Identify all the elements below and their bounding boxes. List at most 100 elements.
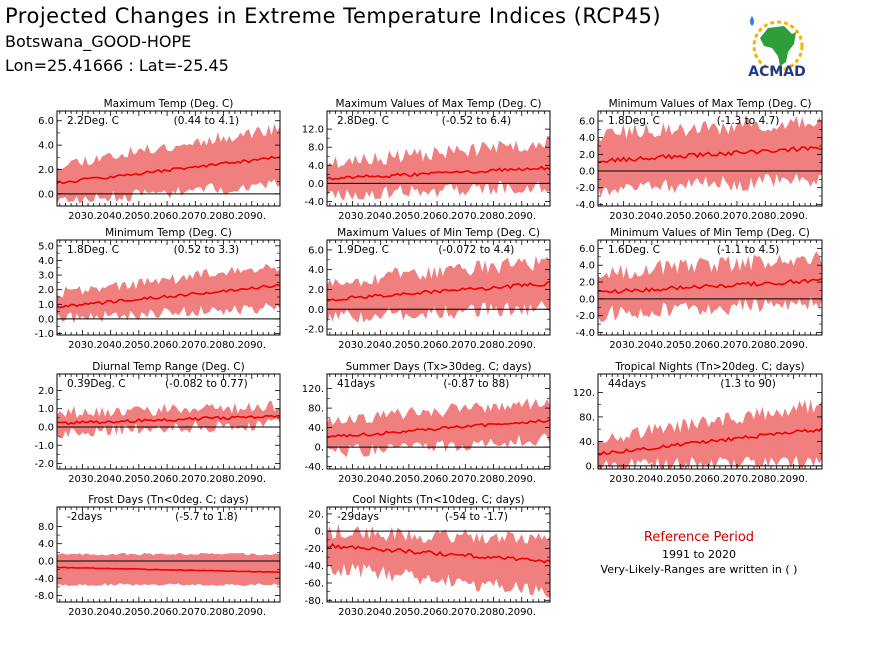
x-tick-label: 2070.: [181, 474, 210, 485]
x-tick-label: 2070.: [451, 211, 480, 222]
x-tick-label: 2050.: [395, 211, 424, 222]
y-tick-label: 0.: [314, 443, 324, 454]
y-tick-label: 8.0: [38, 522, 54, 533]
x-tick-label: 2050.: [125, 607, 154, 618]
x-tick-label: 2080.: [479, 211, 508, 222]
x-tick-label: 2090.: [507, 607, 536, 618]
x-tick-label: 2040.: [366, 474, 395, 485]
reference-period-years: 1991 to 2020: [661, 548, 737, 561]
x-tick-label: 2030.: [68, 474, 97, 485]
x-tick-label: 2090.: [779, 474, 808, 485]
x-tick-label: 2080.: [209, 607, 238, 618]
x-tick-label: 2030.: [338, 340, 367, 351]
chart-panel: 2030. 2040. 2050. 2060. 2070. 2080. 2090. 0.0 2.…: [38, 98, 281, 222]
location-name: Botswana_GOOD-HOPE: [5, 32, 192, 51]
chart-title: Diurnal Temp Range (Deg. C): [92, 361, 244, 373]
very-likely-range-band: [57, 400, 280, 439]
x-tick-label: 2080.: [209, 340, 238, 351]
y-tick-label: 0.0: [308, 179, 324, 190]
y-tick-label: -2.0: [304, 325, 324, 336]
median-line: [57, 566, 280, 574]
chart-panel: 2030. 2040. 2050. 2060. 2070. 2080. 2090. -2.0 -…: [34, 361, 281, 485]
y-tick-label: 80.: [308, 404, 324, 415]
median-line: [598, 277, 822, 294]
x-tick-label: 2030.: [609, 211, 638, 222]
y-tick-label: -4.0: [304, 197, 324, 208]
y-tick-label: -1.0: [34, 329, 54, 340]
y-tick-label: 0.0: [38, 556, 54, 567]
x-tick-label: 2090.: [507, 474, 536, 485]
very-likely-range: (0.52 to 3.3): [174, 244, 240, 256]
x-tick-label: 2040.: [638, 340, 667, 351]
median-line: [598, 145, 822, 164]
y-tick-label: 0.0: [38, 189, 54, 200]
chart-title: Summer Days (Tx>30deg. C; days): [346, 361, 532, 373]
y-tick-label: 2.0: [308, 285, 324, 296]
chart-title: Cool Nights (Tn<10deg. C; days): [352, 494, 524, 506]
x-tick-label: 2090.: [779, 340, 808, 351]
x-tick-label: 2040.: [96, 340, 125, 351]
y-tick-label: 6.0: [579, 117, 595, 128]
y-tick-label: 4.0: [579, 261, 595, 272]
chart-title: Tropical Nights (Tn>20deg. C; days): [614, 361, 804, 373]
x-tick-label: 2080.: [479, 607, 508, 618]
y-tick-label: 1.0: [38, 300, 54, 311]
change-value: 2.2Deg. C: [67, 115, 119, 127]
y-tick-label: 120.: [573, 388, 595, 399]
very-likely-range: (0.44 to 4.1): [174, 115, 240, 127]
plot-frame: [326, 239, 551, 336]
y-tick-label: 4.0: [38, 256, 54, 267]
water-drop-icon: [750, 16, 754, 26]
x-tick-label: 2090.: [237, 211, 266, 222]
very-likely-range: (-0.87 to 88): [443, 378, 509, 390]
very-likely-range-band: [327, 135, 550, 201]
chart-panel: 2030. 2040. 2050. 2060. 2070. 2080. 2090. 0. 40.…: [573, 361, 823, 485]
plot-frame: [597, 373, 823, 470]
x-tick-label: 2040.: [366, 607, 395, 618]
y-tick-label: 6.0: [308, 245, 324, 256]
x-tick-label: 2060.: [694, 340, 723, 351]
x-tick-label: 2050.: [395, 607, 424, 618]
x-tick-label: 2060.: [153, 474, 182, 485]
very-likely-range-band: [57, 263, 280, 324]
x-tick-label: 2030.: [68, 340, 97, 351]
plot-frame: [56, 373, 281, 470]
change-value: 2.8Deg. C: [337, 115, 389, 127]
location-coords: Lon=25.41666 : Lat=-25.45: [5, 56, 229, 75]
chart-title: Frost Days (Tn<0deg. C; days): [88, 494, 248, 506]
plot-frame: [56, 110, 281, 207]
x-tick-label: 2030.: [338, 607, 367, 618]
y-tick-label: 120.: [302, 384, 324, 395]
x-tick-label: 2090.: [507, 211, 536, 222]
y-tick-label: 20.: [308, 509, 324, 520]
very-likely-range-note: Very-Likely-Ranges are written in ( ): [600, 563, 798, 576]
very-likely-range: (-54 to -1.7): [445, 511, 508, 523]
y-tick-label: 8.0: [308, 143, 324, 154]
x-tick-label: 2090.: [237, 340, 266, 351]
x-tick-label: 2040.: [96, 211, 125, 222]
x-tick-label: 2070.: [451, 607, 480, 618]
very-likely-range: (-1.1 to 4.5): [717, 244, 780, 256]
y-tick-label: 40.: [308, 423, 324, 434]
change-value: 0.39Deg. C: [67, 378, 126, 390]
y-tick-label: -1.0: [34, 441, 54, 452]
y-tick-label: 0.: [585, 461, 595, 472]
y-tick-label: 0.0: [308, 305, 324, 316]
chart-title: Maximum Values of Min Temp (Deg. C): [337, 227, 540, 239]
change-value: 1.8Deg. C: [67, 244, 119, 256]
chart-panel: 2030. 2040. 2050. 2060. 2070. 2080. 2090. -80. -…: [304, 494, 551, 618]
x-tick-label: 2080.: [209, 474, 238, 485]
y-tick-label: -40.: [304, 462, 324, 473]
chart-panel: 2030. 2040. 2050. 2060. 2070. 2080. 2090. -40. 0…: [302, 361, 551, 485]
x-tick-label: 2090.: [237, 474, 266, 485]
very-likely-range-band: [327, 255, 550, 324]
change-value: -2days: [67, 511, 102, 523]
y-tick-label: 4.0: [308, 161, 324, 172]
chart-panel: 2030. 2040. 2050. 2060. 2070. 2080. 2090. -8.0 -…: [34, 494, 281, 618]
plot-frame: [56, 239, 281, 336]
y-tick-label: 0.0: [38, 314, 54, 325]
x-tick-label: 2030.: [338, 211, 367, 222]
chart-panel: 2030. 2040. 2050. 2060. 2070. 2080. 2090. -4.0 0…: [302, 98, 551, 222]
y-tick-label: 5.0: [38, 241, 54, 252]
y-tick-label: 2.0: [38, 165, 54, 176]
